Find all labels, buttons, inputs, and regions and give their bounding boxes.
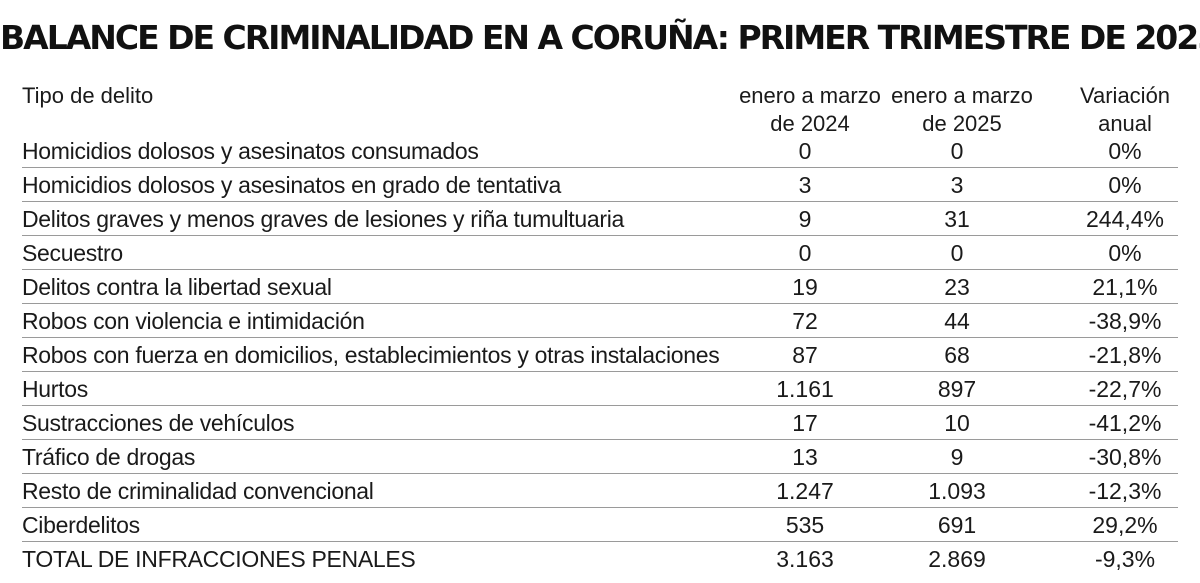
- column-header-annual-variation: Variación anual: [1079, 83, 1171, 136]
- value-2025-cell: 23: [944, 274, 970, 300]
- value-2024-cell: 3.163: [776, 546, 834, 572]
- value-2024-cell: 1.161: [776, 376, 834, 402]
- annual-variation-cell: -41,2%: [1088, 410, 1162, 436]
- value-2025-cell: 44: [944, 308, 970, 334]
- table-row: Ciberdelitos 535 691 29,2%: [0, 508, 1200, 542]
- table-row: Secuestro 0 0 0%: [0, 236, 1200, 270]
- table-row: Delitos graves y menos graves de lesione…: [0, 202, 1200, 236]
- annual-variation-cell: -38,9%: [1088, 308, 1162, 334]
- table-header: Tipo de delito enero a marzo de 2024 ene…: [0, 78, 1200, 138]
- annual-variation-cell: 244,4%: [1085, 206, 1164, 232]
- value-2025-cell: 0: [950, 138, 964, 164]
- table-row: Homicidios dolosos y asesinatos en grado…: [0, 168, 1200, 202]
- crime-type-cell: Sustracciones de vehículos: [22, 410, 295, 436]
- annual-variation-cell: 0%: [1108, 138, 1142, 164]
- crime-type-cell: Hurtos: [22, 376, 88, 402]
- table-row: Delitos contra la libertad sexual 19 23 21,…: [0, 270, 1200, 304]
- annual-variation-cell: 0%: [1108, 240, 1142, 266]
- annual-variation-cell: -9,3%: [1094, 546, 1156, 572]
- crime-type-cell: Homicidios dolosos y asesinatos consumad…: [22, 138, 479, 164]
- crime-type-cell: Robos con violencia e intimidación: [22, 308, 365, 334]
- value-2024-cell: 535: [785, 512, 825, 538]
- column-header-2024: enero a marzo de 2024: [739, 83, 881, 136]
- table-row: Homicidios dolosos y asesinatos consumad…: [0, 134, 1200, 168]
- value-2024-cell: 3: [798, 172, 812, 198]
- table-title: BALANCE DE CRIMINALIDAD EN A CORUÑA: PRI…: [0, 18, 1200, 57]
- value-2024-cell: 0: [798, 138, 812, 164]
- value-2024-cell: 19: [792, 274, 818, 300]
- value-2025-cell: 10: [944, 410, 970, 436]
- annual-variation-cell: 21,1%: [1092, 274, 1158, 300]
- crime-type-cell: Homicidios dolosos y asesinatos en grado…: [22, 172, 561, 198]
- table-row: Tráfico de drogas 13 9 -30,8%: [0, 440, 1200, 474]
- crime-type-cell: Resto de criminalidad convencional: [22, 478, 374, 504]
- annual-variation-cell: 0%: [1108, 172, 1142, 198]
- crime-type-cell: Delitos contra la libertad sexual: [22, 274, 332, 300]
- table-body: Homicidios dolosos y asesinatos consumad…: [0, 134, 1200, 576]
- column-header-2025: enero a marzo de 2025: [891, 83, 1033, 136]
- annual-variation-cell: -30,8%: [1088, 444, 1162, 470]
- value-2024-cell: 13: [792, 444, 818, 470]
- crime-type-cell: Secuestro: [22, 240, 123, 266]
- table-row: Sustracciones de vehículos 17 10 -41,2%: [0, 406, 1200, 440]
- column-header-crime-type: Tipo de delito: [22, 83, 154, 108]
- value-2025-cell: 0: [950, 240, 964, 266]
- value-2025-cell: 31: [944, 206, 970, 232]
- crime-type-cell: Ciberdelitos: [22, 512, 140, 538]
- crime-type-cell: Robos con fuerza en domicilios, establec…: [22, 342, 720, 368]
- value-2025-cell: 691: [937, 512, 977, 538]
- value-2025-cell: 9: [950, 444, 964, 470]
- value-2024-cell: 72: [792, 308, 818, 334]
- value-2024-cell: 87: [792, 342, 818, 368]
- crime-type-cell: TOTAL DE INFRACCIONES PENALES: [22, 546, 416, 572]
- table-row: Robos con fuerza en domicilios, establec…: [0, 338, 1200, 372]
- annual-variation-cell: -21,8%: [1088, 342, 1162, 368]
- value-2025-cell: 2.869: [928, 546, 986, 572]
- value-2025-cell: 68: [944, 342, 970, 368]
- value-2025-cell: 3: [950, 172, 964, 198]
- value-2025-cell: 1.093: [928, 478, 986, 504]
- value-2024-cell: 0: [798, 240, 812, 266]
- table-row: TOTAL DE INFRACCIONES PENALES 3.163 2.869 -…: [0, 542, 1200, 576]
- annual-variation-cell: 29,2%: [1092, 512, 1158, 538]
- value-2024-cell: 9: [798, 206, 812, 232]
- table-row: Hurtos 1.161 897 -22,7%: [0, 372, 1200, 406]
- table-row: Robos con violencia e intimidación 72 44 -3…: [0, 304, 1200, 338]
- crime-type-cell: Delitos graves y menos graves de lesione…: [22, 206, 625, 232]
- value-2025-cell: 897: [937, 376, 977, 402]
- annual-variation-cell: -12,3%: [1088, 478, 1162, 504]
- annual-variation-cell: -22,7%: [1088, 376, 1162, 402]
- value-2024-cell: 17: [792, 410, 818, 436]
- value-2024-cell: 1.247: [776, 478, 834, 504]
- table-row: Resto de criminalidad convencional 1.247 1…: [0, 474, 1200, 508]
- crime-type-cell: Tráfico de drogas: [22, 444, 196, 470]
